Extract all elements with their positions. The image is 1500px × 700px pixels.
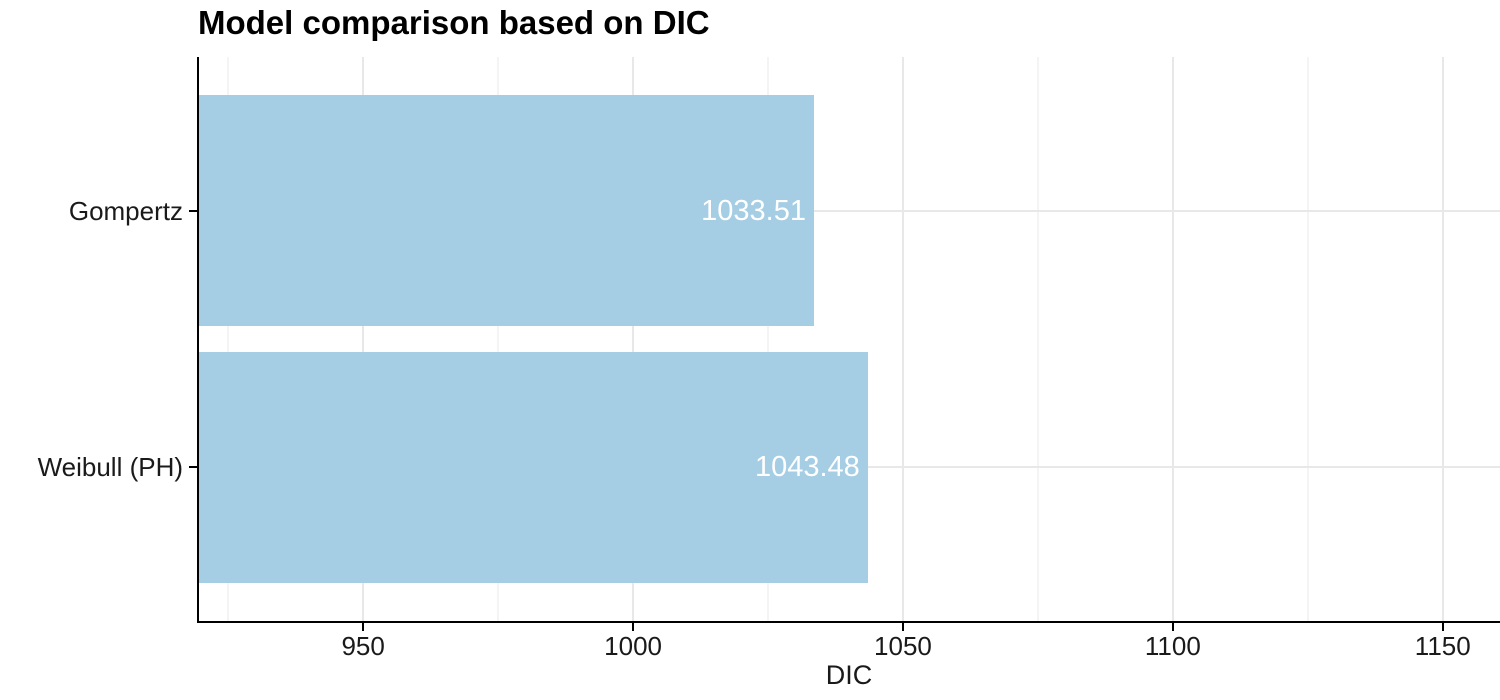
- gridline-minor-vertical: [1036, 57, 1039, 621]
- x-axis-tick: [362, 623, 365, 631]
- x-axis-title: DIC: [825, 660, 873, 690]
- gridline-major-vertical: [632, 57, 635, 621]
- bar: [198, 95, 814, 327]
- x-axis-tick: [632, 623, 635, 631]
- gridline-major-vertical: [362, 57, 365, 621]
- x-axis-line: [197, 621, 1500, 623]
- gridline-major-vertical: [1171, 57, 1174, 621]
- gridline-major-vertical: [901, 57, 904, 621]
- chart-title: Model comparison based on DIC: [198, 4, 710, 41]
- gridline-major-horizontal: [198, 209, 1500, 212]
- y-axis-tick: [189, 466, 198, 469]
- y-tick-label: Weibull (PH): [37, 452, 183, 483]
- y-axis-tick: [189, 209, 198, 212]
- x-tick-label: 1100: [1144, 631, 1201, 661]
- x-tick-label: 950: [341, 631, 385, 661]
- x-tick-label: 1050: [874, 631, 932, 661]
- y-tick-label: Gompertz: [68, 195, 183, 226]
- gridline-minor-vertical: [1306, 57, 1309, 621]
- y-axis-line: [197, 57, 199, 623]
- gridline-major-vertical: [1441, 57, 1444, 621]
- x-axis-tick: [1441, 623, 1444, 631]
- plot-panel: 1033.51 1043.48: [198, 57, 1500, 621]
- gridline-minor-vertical: [497, 57, 500, 621]
- x-tick-label: 1150: [1414, 631, 1471, 661]
- x-axis-tick: [901, 623, 904, 631]
- x-axis-tick: [1171, 623, 1174, 631]
- x-tick-label: 1000: [604, 631, 662, 661]
- bar-value-label: 1033.51: [701, 194, 806, 227]
- bar: [198, 351, 868, 583]
- gridline-minor-vertical: [227, 57, 230, 621]
- bar-value-label: 1043.48: [754, 451, 860, 484]
- gridline-minor-vertical: [767, 57, 770, 621]
